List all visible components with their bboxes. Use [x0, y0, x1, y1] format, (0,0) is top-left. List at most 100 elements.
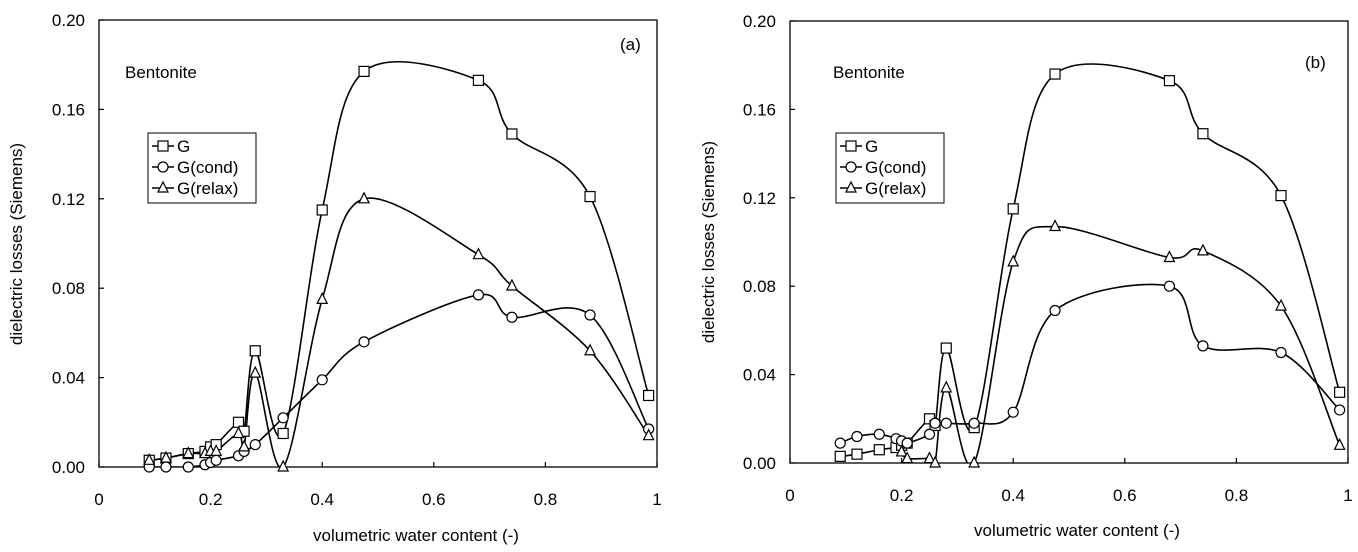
y-tick-label: 0.04	[743, 366, 776, 385]
data-point-triangle	[182, 446, 195, 459]
x-tick-label: 0.2	[199, 490, 223, 509]
legend-label: G	[177, 137, 190, 156]
legend-label: G	[865, 137, 878, 156]
x-tick-label: 1	[652, 490, 661, 509]
data-point-square	[940, 342, 952, 354]
y-tick-label: 0.12	[743, 189, 776, 208]
data-point-triangle	[940, 380, 953, 393]
data-point-triangle	[923, 451, 936, 464]
material-annotation: Bentonite	[833, 63, 905, 82]
y-tick-label: 0.08	[52, 279, 85, 298]
data-point-circle	[929, 417, 941, 429]
x-tick-label: 0	[785, 486, 794, 505]
y-tick-label: 0.12	[52, 190, 85, 209]
legend-marker-circle	[157, 161, 169, 173]
data-point-triangle	[1196, 243, 1209, 256]
x-tick-label: 0.8	[534, 490, 558, 509]
data-point-circle	[584, 309, 596, 321]
data-point-circle	[901, 437, 913, 449]
series-line-square	[149, 61, 650, 462]
legend-marker-circle	[845, 161, 857, 173]
y-tick-label: 0.08	[743, 277, 776, 296]
data-point-circle	[1197, 340, 1209, 352]
data-point-circle	[1275, 346, 1287, 359]
y-axis-label: dielectric losses (Siemens)	[699, 141, 718, 343]
data-point-square	[1007, 203, 1019, 215]
data-point-circle	[851, 430, 863, 443]
data-point-triangle	[929, 455, 942, 468]
data-point-triangle	[584, 343, 597, 356]
data-point-circle	[1334, 404, 1346, 416]
y-tick-label: 0.16	[52, 100, 85, 119]
data-point-circle	[316, 374, 328, 386]
data-point-square	[506, 128, 518, 140]
data-point-square	[1049, 68, 1061, 80]
x-tick-label: 0	[94, 490, 103, 509]
data-point-triangle	[277, 459, 290, 472]
x-axis-label: volumetric water content (-)	[313, 526, 519, 545]
y-tick-label: 0.00	[743, 454, 776, 473]
series-line-square	[840, 63, 1341, 458]
x-axis-label: volumetric water content (-)	[974, 521, 1180, 540]
x-tick-label: 0.4	[310, 490, 334, 509]
x-tick-label: 0.2	[890, 486, 914, 505]
x-tick-label: 0.6	[1113, 486, 1137, 505]
data-point-square	[1197, 128, 1209, 140]
legend-label: G(cond)	[177, 158, 238, 177]
legend: G G(cond) G(relax)	[147, 132, 257, 204]
y-tick-label: 0.16	[743, 100, 776, 119]
data-point-square	[249, 345, 261, 357]
data-point-circle	[160, 461, 172, 473]
data-point-square	[1163, 75, 1176, 87]
y-ticks: 0.00 0.04 0.08 0.12 0.16 0.20	[743, 12, 795, 473]
data-point-triangle	[968, 455, 981, 468]
x-tick-label: 0.8	[1225, 486, 1249, 505]
data-point-circle	[472, 289, 485, 301]
data-point-circle	[834, 437, 846, 449]
legend-label: G(cond)	[865, 158, 926, 177]
data-point-triangle	[316, 292, 329, 304]
legend-marker-square	[157, 140, 169, 152]
data-point-triangle	[249, 365, 262, 378]
legend-label: G(relax)	[865, 179, 926, 198]
data-point-triangle	[1275, 298, 1288, 311]
data-point-circle	[358, 336, 370, 348]
data-point-circle	[923, 428, 936, 440]
series-line-circle	[149, 293, 650, 467]
data-point-circle	[506, 311, 518, 323]
x-tick-label: 0.4	[1001, 486, 1025, 505]
y-tick-label: 0.20	[743, 12, 776, 31]
data-point-circle	[277, 412, 289, 424]
data-point-triangle	[232, 426, 245, 439]
data-point-square	[472, 74, 485, 86]
data-point-triangle	[1049, 219, 1062, 232]
data-point-circle	[873, 428, 885, 440]
data-point-triangle	[642, 428, 655, 441]
data-point-triangle	[472, 247, 485, 260]
data-point-square	[834, 450, 846, 462]
legend: G G(cond) G(relax)	[835, 132, 945, 204]
x-ticks: 0 0.2 0.4 0.6 0.8 1	[94, 462, 662, 509]
panel-label: (a)	[620, 35, 641, 54]
data-point-triangle	[1007, 254, 1020, 267]
legend-marker-triangle	[845, 180, 857, 193]
legend-marker-square	[845, 140, 857, 152]
x-ticks: 0 0.2 0.4 0.6 0.8 1	[785, 458, 1353, 505]
data-point-square	[316, 204, 328, 216]
x-tick-label: 1	[1343, 486, 1352, 505]
data-point-triangle	[1163, 250, 1176, 263]
chart-panel-b: dielectric losses (Siemens) volumetric w…	[699, 12, 1353, 540]
data-point-circle	[249, 439, 261, 451]
y-tick-label: 0.20	[52, 11, 85, 30]
data-point-square	[277, 427, 289, 440]
series-line-circle	[839, 283, 1341, 445]
data-point-triangle	[210, 444, 223, 456]
data-point-triangle	[1333, 437, 1346, 450]
series-line-triangle	[149, 197, 650, 467]
data-point-square	[584, 190, 596, 203]
series-line-triangle	[900, 225, 1341, 463]
panel-label: (b)	[1305, 53, 1326, 72]
series-layer	[143, 61, 655, 473]
y-tick-label: 0.04	[52, 369, 85, 388]
data-point-circle	[1007, 406, 1019, 418]
